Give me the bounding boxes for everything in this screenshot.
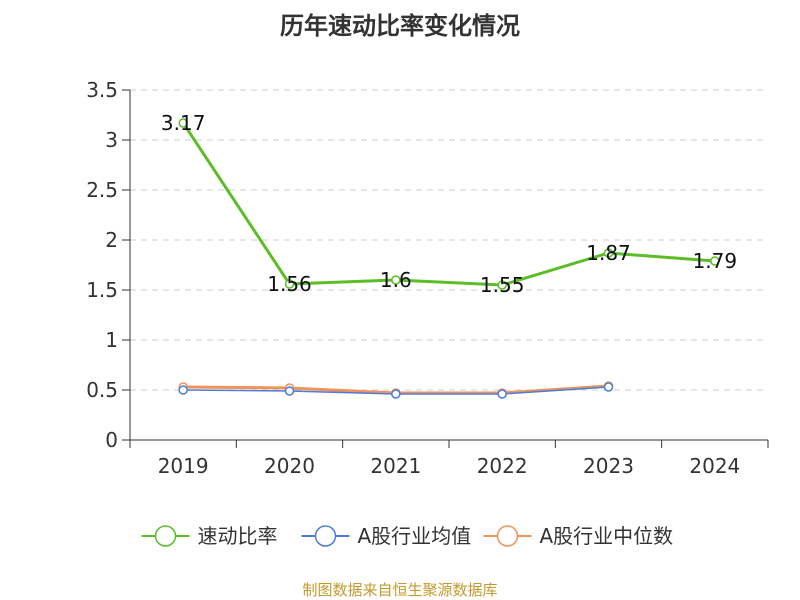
series-layer: 3.17 1.56 1.6 1.55 1.87 1.79 bbox=[161, 111, 738, 399]
legend-item-1[interactable]: A股行业均值 bbox=[301, 524, 472, 548]
series-1-point-2019 bbox=[178, 385, 188, 395]
data-label-2023: 1.87 bbox=[586, 241, 631, 265]
y-tick-label-7: 3.5 bbox=[86, 78, 118, 102]
legend-label-1: A股行业均值 bbox=[358, 524, 472, 548]
data-label-2020: 1.56 bbox=[267, 272, 312, 296]
legend-marker-0 bbox=[154, 525, 177, 547]
series-line-0 bbox=[181, 122, 715, 287]
y-tick-label-4: 2 bbox=[105, 228, 118, 252]
x-tick-label-2020: 2020 bbox=[264, 454, 315, 478]
data-label-2019: 3.17 bbox=[161, 111, 206, 135]
series-0-point-2019 bbox=[178, 118, 188, 128]
x-tick-label-2019: 2019 bbox=[158, 454, 209, 478]
series-1-point-2022 bbox=[497, 389, 507, 399]
x-tick-label-2024: 2024 bbox=[689, 454, 740, 478]
y-tick-label-3: 1.5 bbox=[86, 278, 118, 302]
legend[interactable]: 速动比率 A股行业均值 A股行业中位数 bbox=[141, 524, 674, 548]
source-note: 制图数据来自恒生聚源数据库 bbox=[302, 581, 497, 599]
legend-label-0: 速动比率 bbox=[198, 524, 278, 548]
x-tick-label-2023: 2023 bbox=[583, 454, 634, 478]
y-tick-label-0: 0 bbox=[105, 428, 118, 452]
y-tick-label-2: 1 bbox=[105, 328, 118, 352]
x-tick-label-2022: 2022 bbox=[477, 454, 528, 478]
legend-marker-1 bbox=[314, 525, 337, 547]
legend-label-2: A股行业中位数 bbox=[540, 524, 674, 548]
y-tick-label-5: 2.5 bbox=[86, 178, 118, 202]
legend-item-0[interactable]: 速动比率 bbox=[141, 524, 278, 548]
x-tick-label-2021: 2021 bbox=[370, 454, 421, 478]
chart-title: 历年速动比率变化情况 bbox=[280, 12, 520, 40]
series-1-point-2023 bbox=[603, 382, 614, 392]
grid bbox=[130, 89, 768, 391]
y-tick-label-1: 0.5 bbox=[86, 378, 118, 402]
axes: 0 0.5 1 1.5 2 2.5 3 3.5 2019 2020 2021 2022 2023 2024 bbox=[86, 78, 769, 478]
series-1-point-2020 bbox=[284, 386, 295, 396]
series-1-point-2021 bbox=[391, 389, 401, 399]
data-label-2021: 1.6 bbox=[380, 268, 412, 292]
series-0-point-2021 bbox=[391, 275, 401, 285]
series-0-point-2024 bbox=[710, 256, 720, 266]
legend-marker-2 bbox=[496, 525, 519, 547]
data-label-2024: 1.79 bbox=[693, 249, 738, 273]
y-tick-label-6: 3 bbox=[105, 128, 118, 152]
data-label-2022: 1.55 bbox=[480, 273, 525, 297]
legend-item-2[interactable]: A股行业中位数 bbox=[483, 524, 674, 548]
series-0-point-2022 bbox=[497, 280, 507, 290]
series-0-point-2020 bbox=[284, 279, 295, 289]
series-0-point-2023 bbox=[603, 248, 614, 258]
